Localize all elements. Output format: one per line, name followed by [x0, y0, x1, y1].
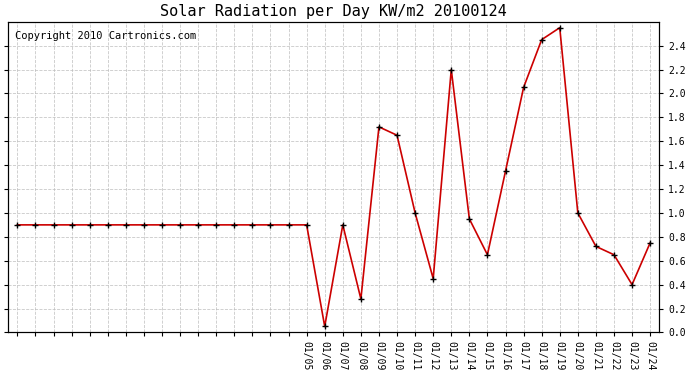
Title: Solar Radiation per Day KW/m2 20100124: Solar Radiation per Day KW/m2 20100124 — [160, 4, 507, 19]
Text: Copyright 2010 Cartronics.com: Copyright 2010 Cartronics.com — [15, 31, 196, 41]
